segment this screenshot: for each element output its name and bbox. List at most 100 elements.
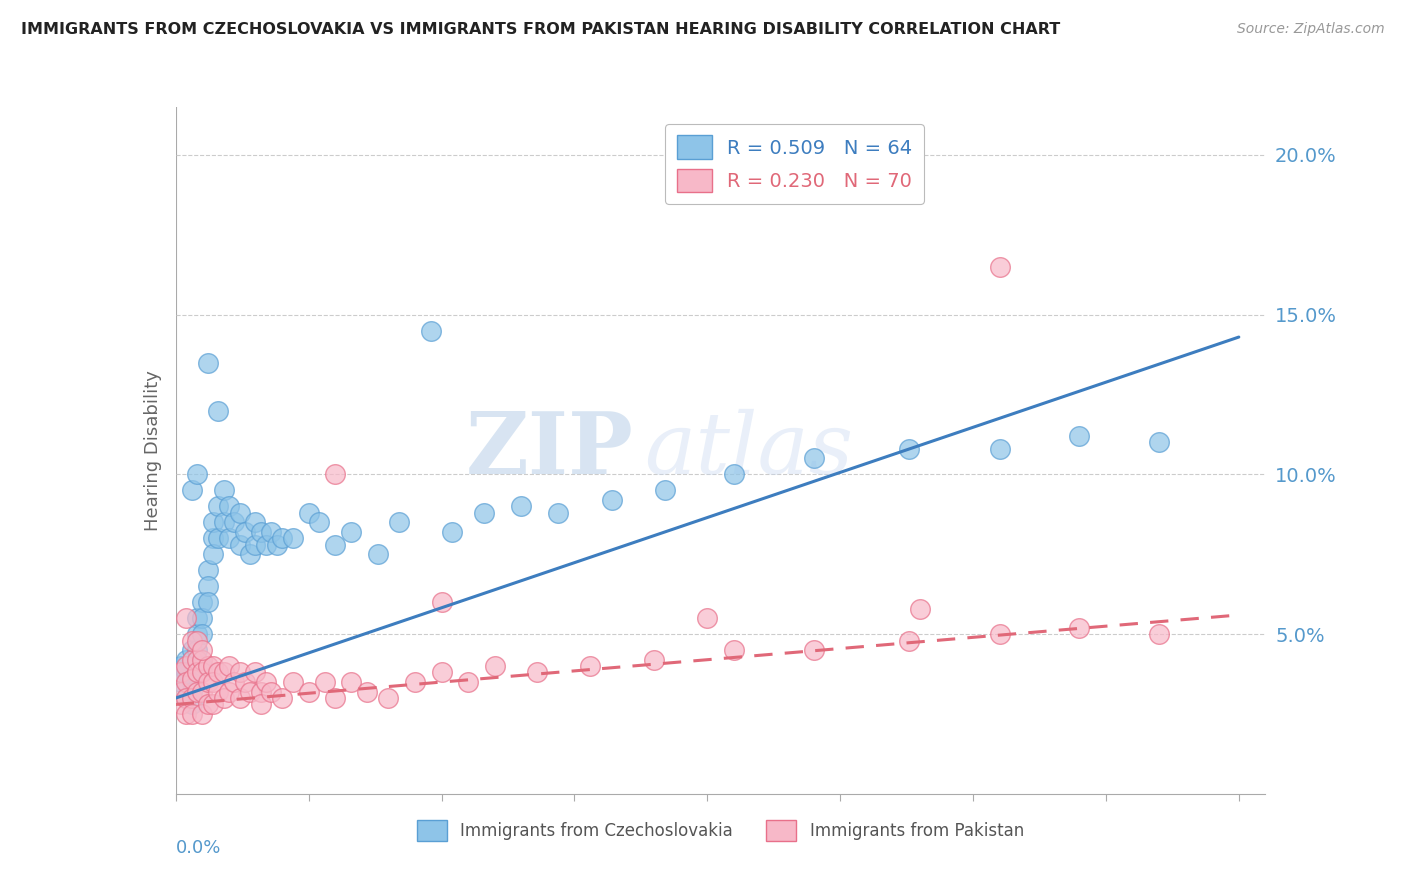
Point <box>197 579 219 593</box>
Point <box>1069 429 1091 443</box>
Point <box>176 653 198 667</box>
Point <box>228 506 250 520</box>
Point <box>191 684 214 698</box>
Point <box>207 500 229 514</box>
Point <box>176 691 198 706</box>
Point <box>323 467 346 482</box>
Point <box>176 706 198 721</box>
Point <box>212 665 235 680</box>
Point <box>191 653 214 667</box>
Text: IMMIGRANTS FROM CZECHOSLOVAKIA VS IMMIGRANTS FROM PAKISTAN HEARING DISABILITY CO: IMMIGRANTS FROM CZECHOSLOVAKIA VS IMMIGR… <box>21 22 1060 37</box>
Point <box>224 516 246 530</box>
Point <box>201 547 224 561</box>
Point <box>367 547 389 561</box>
Point <box>191 706 214 721</box>
Point <box>218 659 240 673</box>
Point <box>201 698 224 712</box>
Point <box>249 698 271 712</box>
Point <box>249 684 271 698</box>
Point <box>281 531 304 545</box>
Point <box>228 538 250 552</box>
Point <box>696 611 718 625</box>
Point <box>170 684 193 698</box>
Point <box>201 531 224 545</box>
Point <box>212 483 235 498</box>
Point <box>388 516 411 530</box>
Point <box>271 691 294 706</box>
Point <box>186 627 208 641</box>
Point <box>254 675 277 690</box>
Point <box>1147 627 1170 641</box>
Point <box>271 531 294 545</box>
Point <box>908 601 931 615</box>
Point <box>510 500 533 514</box>
Point <box>170 675 193 690</box>
Legend: Immigrants from Czechoslovakia, Immigrants from Pakistan: Immigrants from Czechoslovakia, Immigran… <box>411 814 1031 847</box>
Point <box>1069 621 1091 635</box>
Point <box>180 643 202 657</box>
Point <box>323 691 346 706</box>
Point <box>314 675 336 690</box>
Point <box>197 675 219 690</box>
Point <box>988 442 1011 456</box>
Point <box>404 675 426 690</box>
Point <box>254 538 277 552</box>
Point <box>186 665 208 680</box>
Point <box>245 538 267 552</box>
Point <box>176 675 198 690</box>
Point <box>180 483 202 498</box>
Point <box>218 684 240 698</box>
Point <box>186 611 208 625</box>
Point <box>224 675 246 690</box>
Point <box>988 627 1011 641</box>
Point <box>239 684 262 698</box>
Point <box>298 506 321 520</box>
Point <box>191 611 214 625</box>
Point <box>233 524 256 539</box>
Point <box>340 675 363 690</box>
Point <box>170 659 193 673</box>
Point <box>430 665 453 680</box>
Point <box>308 516 330 530</box>
Point <box>180 698 202 712</box>
Point <box>176 659 198 673</box>
Point <box>803 451 825 466</box>
Point <box>218 531 240 545</box>
Point <box>260 684 283 698</box>
Point <box>197 698 219 712</box>
Point <box>654 483 676 498</box>
Point <box>191 643 214 657</box>
Point <box>472 506 495 520</box>
Point <box>803 643 825 657</box>
Point <box>218 500 240 514</box>
Point <box>600 493 623 508</box>
Point <box>197 563 219 577</box>
Point <box>180 675 202 690</box>
Point <box>526 665 548 680</box>
Text: Source: ZipAtlas.com: Source: ZipAtlas.com <box>1237 22 1385 37</box>
Point <box>1147 435 1170 450</box>
Point <box>898 442 921 456</box>
Point <box>441 524 464 539</box>
Point <box>228 691 250 706</box>
Point <box>457 675 479 690</box>
Point <box>180 706 202 721</box>
Point <box>484 659 506 673</box>
Point <box>191 659 214 673</box>
Point <box>298 684 321 698</box>
Point <box>233 675 256 690</box>
Point <box>186 684 208 698</box>
Point <box>988 260 1011 274</box>
Point <box>323 538 346 552</box>
Point <box>186 633 208 648</box>
Point <box>898 633 921 648</box>
Point <box>191 665 214 680</box>
Point <box>176 665 198 680</box>
Point <box>197 659 219 673</box>
Point <box>260 524 283 539</box>
Point <box>228 665 250 680</box>
Point <box>180 633 202 648</box>
Point <box>249 524 271 539</box>
Point <box>430 595 453 609</box>
Point <box>180 684 202 698</box>
